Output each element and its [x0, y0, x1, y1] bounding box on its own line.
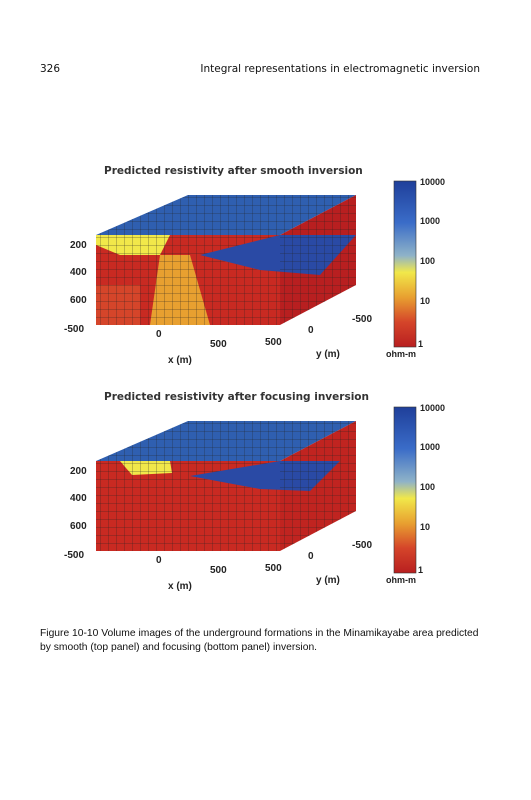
y-tick: -500 — [352, 314, 372, 325]
depth-tick: 400 — [70, 267, 87, 278]
y-tick: -500 — [352, 540, 372, 551]
page-number: 326 — [40, 63, 61, 75]
y-axis-label: y (m) — [316, 575, 340, 586]
panel-title: Predicted resistivity after smooth inver… — [104, 165, 363, 177]
depth-tick: 200 — [70, 466, 87, 477]
colorbar-tick: 10000 — [420, 403, 445, 413]
x-tick: 0 — [156, 329, 162, 340]
figure-panel-bottom: Predicted resistivity after focusing inv… — [60, 391, 480, 601]
colorbar-tick: 1000 — [420, 216, 440, 226]
colorbar-tick: 1 — [418, 565, 423, 575]
colorbar-tick: 100 — [420, 482, 435, 492]
figure-panel-top: Predicted resistivity after smooth inver… — [60, 165, 480, 375]
volume-image-focusing: 200 400 600 -500 0 500 500 0 -500 x (m) … — [64, 403, 445, 592]
colorbar-tick: 10 — [420, 296, 430, 306]
y-tick: 0 — [308, 325, 314, 336]
colorbar-tick: 100 — [420, 256, 435, 266]
y-tick: 500 — [265, 337, 282, 348]
volume-image-smooth: 200 400 600 -500 0 500 500 0 -500 x (m) … — [64, 177, 445, 366]
y-tick: 0 — [308, 551, 314, 562]
colorbar-tick: 10 — [420, 522, 430, 532]
x-tick: 0 — [156, 555, 162, 566]
figure-caption: Figure 10-10 Volume images of the underg… — [40, 628, 479, 653]
x-tick: -500 — [64, 324, 84, 335]
colorbar-tick: 1000 — [420, 442, 440, 452]
colorbar — [393, 406, 417, 574]
x-tick: 500 — [210, 565, 227, 576]
running-head: Integral representations in electromagne… — [200, 63, 480, 75]
page-header: 326 Integral representations in electrom… — [40, 63, 480, 77]
depth-tick: 200 — [70, 240, 87, 251]
colorbar-tick: 1 — [418, 339, 423, 349]
x-tick: -500 — [64, 550, 84, 561]
depth-tick: 400 — [70, 493, 87, 504]
colorbar-unit: ohm-m — [386, 349, 416, 359]
colorbar-tick: 10000 — [420, 177, 445, 187]
depth-tick: 600 — [70, 521, 87, 532]
panel-title: Predicted resistivity after focusing inv… — [104, 391, 369, 403]
x-tick: 500 — [210, 339, 227, 350]
x-axis-label: x (m) — [168, 581, 192, 592]
colorbar-unit: ohm-m — [386, 575, 416, 585]
x-axis-label: x (m) — [168, 355, 192, 366]
y-tick: 500 — [265, 563, 282, 574]
depth-tick: 600 — [70, 295, 87, 306]
colorbar — [393, 180, 417, 348]
y-axis-label: y (m) — [316, 349, 340, 360]
